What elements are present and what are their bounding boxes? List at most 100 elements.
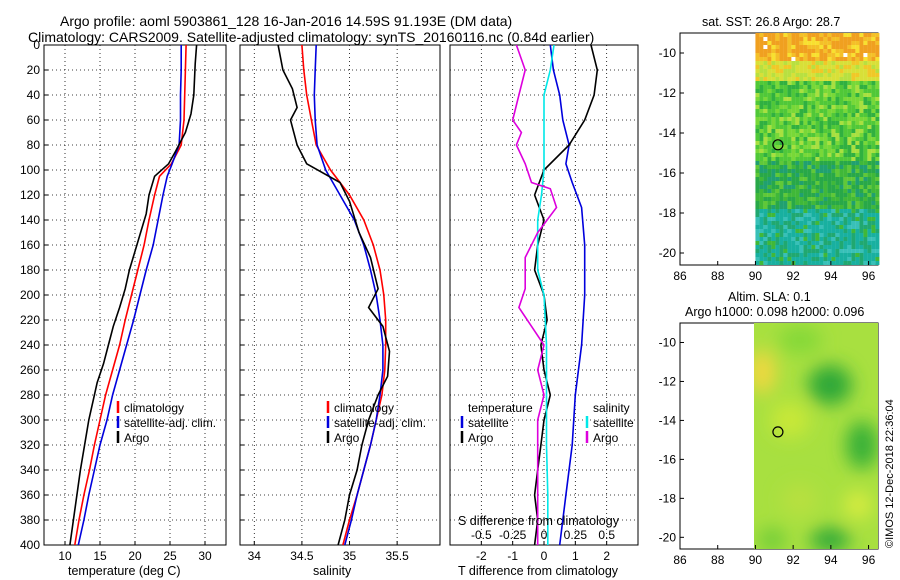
sst-cell [871, 33, 876, 37]
sst-cell [815, 257, 820, 261]
sst-cell [839, 129, 844, 133]
sst-cell [827, 97, 832, 101]
sst-cell [787, 225, 792, 229]
sst-cell [767, 173, 772, 177]
sst-cell [827, 197, 832, 201]
sst-cell [759, 109, 764, 113]
map-x-tick-label: 96 [862, 553, 876, 567]
sst-cell [787, 121, 792, 125]
sst-cell [847, 45, 852, 49]
sst-cell [807, 237, 812, 241]
sst-cell [843, 177, 848, 181]
sst-cell [771, 97, 776, 101]
sst-cell [827, 105, 832, 109]
sst-cell [799, 201, 804, 205]
sst-cell [775, 129, 780, 133]
sst-cell [831, 109, 836, 113]
sst-cell [787, 125, 792, 129]
temperature-grid [44, 44, 226, 546]
depth-tick-label: 40 [27, 88, 41, 102]
temperature-series [69, 45, 198, 545]
sst-cell [775, 261, 780, 265]
sst-cell [819, 33, 824, 37]
sst-cell [783, 89, 788, 93]
sst-cell [771, 105, 776, 109]
sst-cell [775, 101, 780, 105]
sst-cell [871, 185, 876, 189]
sst-cell [779, 133, 784, 137]
sst-cell [871, 189, 876, 193]
sst-cell [871, 193, 876, 197]
sst-cell [763, 221, 768, 225]
sst-cell [771, 241, 776, 245]
sst-cell [811, 149, 816, 153]
sst-cell [759, 257, 764, 261]
sst-cell [799, 157, 804, 161]
sst-cell [827, 209, 832, 213]
sst-cell [807, 225, 812, 229]
sst-cell [811, 157, 816, 161]
sst-cell [779, 237, 784, 241]
sst-cell [847, 69, 852, 73]
sst-cell [803, 113, 808, 117]
sst-cell [787, 229, 792, 233]
sst-cell [839, 241, 844, 245]
sst-cell [775, 241, 780, 245]
sst-cell [775, 121, 780, 125]
sst-cell [839, 181, 844, 185]
sst-cell [851, 109, 856, 113]
sst-cell [811, 145, 816, 149]
sst-cell [839, 221, 844, 225]
x-tick-label: 1 [572, 549, 579, 563]
sst-cell [807, 57, 812, 61]
sst-cell [775, 45, 780, 49]
sst-cell [823, 53, 828, 57]
sst-cell [835, 49, 840, 53]
sst-cell [875, 33, 880, 37]
map-y-tick-label: -12 [659, 374, 677, 388]
sst-cell [763, 137, 768, 141]
sst-cell [823, 89, 828, 93]
sst-cell [871, 237, 876, 241]
sst-cell [855, 213, 860, 217]
sst-cell [787, 33, 792, 37]
sst-cell [803, 213, 808, 217]
sst-cell [787, 221, 792, 225]
sst-cell [763, 125, 768, 129]
sst-cell [855, 229, 860, 233]
sst-cell [843, 41, 848, 45]
sst-cell [767, 209, 772, 213]
sst-cell [819, 165, 824, 169]
legend-temperature-title: temperature [468, 401, 533, 415]
sst-cell [839, 189, 844, 193]
sst-cell [843, 37, 848, 41]
sst-cell [779, 33, 784, 37]
series-satellite-adj-clim- [77, 45, 182, 545]
sst-cell [871, 89, 876, 93]
sst-cell [855, 117, 860, 121]
sst-cell [835, 257, 840, 261]
sst-cell [855, 77, 860, 81]
sst-cell [875, 89, 880, 93]
sst-cell [807, 33, 812, 37]
sst-cell [827, 121, 832, 125]
sst-cell [755, 77, 760, 81]
sst-cell [795, 37, 800, 41]
sst-cell [795, 233, 800, 237]
sst-cell [795, 41, 800, 45]
sst-cell [815, 121, 820, 125]
sst-cell [783, 101, 788, 105]
sst-cell [851, 181, 856, 185]
sst-cell [759, 241, 764, 245]
sst-cell [847, 153, 852, 157]
sst-cell [847, 77, 852, 81]
sst-cell [823, 73, 828, 77]
sst-cell [791, 49, 796, 53]
sst-cell [763, 145, 768, 149]
sst-cell [827, 41, 832, 45]
sst-cell [839, 101, 844, 105]
sst-cell [831, 165, 836, 169]
sst-cell [823, 105, 828, 109]
sst-cell [779, 261, 784, 265]
sst-cell [807, 249, 812, 253]
